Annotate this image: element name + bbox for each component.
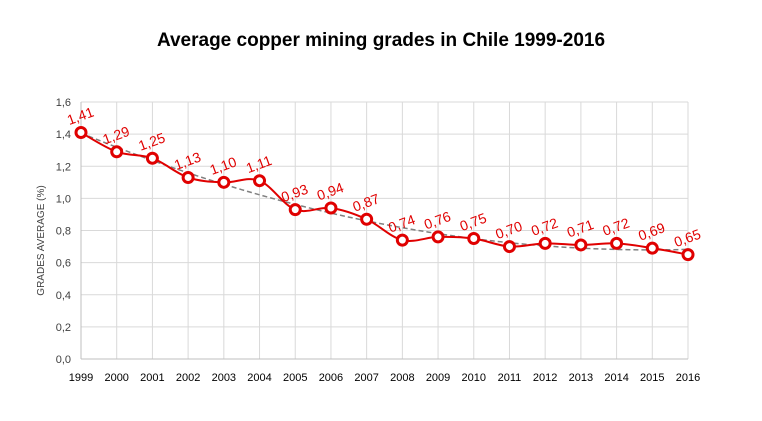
chart-title: Average copper mining grades in Chile 19… [156, 30, 606, 51]
x-tick-label: 2013 [569, 372, 593, 384]
data-label: 0,65 [672, 226, 703, 250]
data-label: 1,13 [172, 149, 203, 173]
y-tick-label: 0,6 [56, 258, 71, 270]
x-tick-label: 2008 [390, 372, 414, 384]
data-point [467, 232, 481, 246]
data-label: 0,72 [529, 214, 560, 238]
data-label: 0,94 [315, 179, 346, 203]
data-label: 1,25 [136, 129, 167, 153]
x-tick-label: 2002 [176, 372, 200, 384]
data-label: 0,87 [350, 190, 381, 214]
data-point [74, 126, 88, 140]
x-tick-label: 2011 [498, 372, 522, 384]
data-point [253, 174, 267, 188]
x-tick-label: 1999 [69, 372, 93, 384]
series-line [80, 131, 689, 256]
data-point [502, 240, 516, 254]
y-tick-label: 0,0 [56, 354, 71, 366]
y-tick-label: 1,4 [56, 129, 71, 141]
x-tick-label: 2000 [104, 372, 128, 384]
y-tick-label: 1,6 [56, 97, 71, 109]
data-point [181, 170, 195, 184]
x-tick-label: 2009 [426, 372, 450, 384]
y-tick-label: 1,2 [56, 161, 71, 173]
data-point [395, 233, 409, 247]
data-label: 1,10 [208, 153, 239, 177]
x-tick-label: 2003 [212, 372, 236, 384]
data-point [645, 241, 659, 255]
data-point [324, 201, 338, 215]
x-tick-label: 2010 [462, 372, 486, 384]
data-label: 0,69 [636, 219, 667, 243]
x-tick-label: 2012 [533, 372, 557, 384]
data-point [360, 212, 374, 226]
x-tick-label: 2015 [640, 372, 664, 384]
data-label: 0,76 [422, 208, 453, 232]
y-axis-label: GRADES AVERAGE (%) [36, 185, 47, 295]
trendline [80, 132, 689, 251]
data-point [610, 236, 624, 250]
y-tick-label: 1,0 [56, 193, 71, 205]
x-tick-label: 2001 [140, 372, 164, 384]
data-label: 0,72 [600, 214, 631, 238]
data-point [145, 151, 159, 165]
x-tick-label: 2007 [354, 372, 378, 384]
data-label: 0,70 [493, 218, 524, 242]
data-point [538, 236, 552, 250]
y-tick-label: 0,8 [56, 226, 71, 238]
data-point [574, 238, 588, 252]
x-tick-label: 2016 [676, 372, 700, 384]
x-tick-label: 2014 [604, 372, 628, 384]
data-label: 0,93 [279, 181, 310, 205]
data-label: 1,11 [244, 152, 274, 176]
data-point [110, 145, 124, 159]
x-tick-label: 2005 [283, 372, 307, 384]
data-label: 0,71 [565, 216, 596, 240]
data-point [681, 248, 695, 262]
y-tick-label: 0,2 [56, 322, 71, 334]
data-point [217, 175, 231, 189]
x-tick-label: 2006 [319, 372, 343, 384]
x-tick-label: 2004 [247, 372, 271, 384]
data-point [288, 203, 302, 217]
data-label: 1,29 [100, 123, 131, 147]
data-label: 0,74 [386, 211, 417, 235]
data-point [431, 230, 445, 244]
y-tick-label: 0,4 [56, 290, 71, 302]
